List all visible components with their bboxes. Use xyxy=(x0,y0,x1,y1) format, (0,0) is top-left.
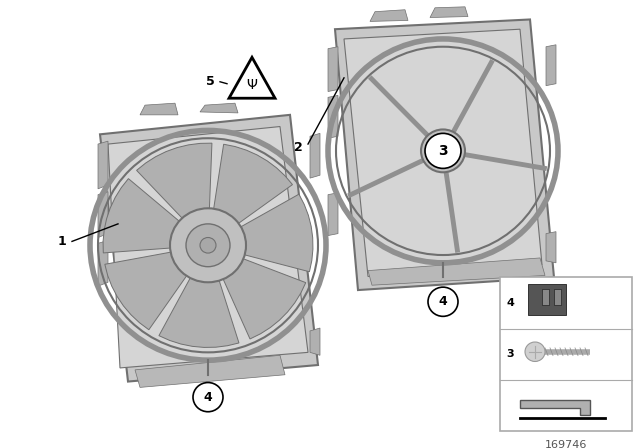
Bar xyxy=(500,277,632,431)
Polygon shape xyxy=(100,115,318,382)
Polygon shape xyxy=(223,259,306,339)
Circle shape xyxy=(200,237,216,253)
Polygon shape xyxy=(328,47,338,91)
Text: Ψ: Ψ xyxy=(246,78,257,92)
Text: 169746: 169746 xyxy=(545,440,587,448)
Circle shape xyxy=(170,208,246,282)
Circle shape xyxy=(186,224,230,267)
Polygon shape xyxy=(335,19,554,290)
Polygon shape xyxy=(370,10,408,22)
Circle shape xyxy=(425,134,461,168)
Polygon shape xyxy=(103,179,179,253)
Polygon shape xyxy=(136,143,212,218)
Text: 4: 4 xyxy=(204,391,212,404)
Polygon shape xyxy=(546,45,556,86)
Text: 4: 4 xyxy=(506,298,514,308)
Bar xyxy=(554,289,561,305)
Polygon shape xyxy=(200,103,238,113)
Text: 3: 3 xyxy=(438,144,448,158)
Polygon shape xyxy=(229,57,275,98)
Polygon shape xyxy=(105,252,187,330)
Text: 1: 1 xyxy=(58,235,67,248)
Polygon shape xyxy=(241,194,313,272)
Polygon shape xyxy=(328,95,338,138)
Text: 4: 4 xyxy=(438,295,447,308)
Circle shape xyxy=(428,287,458,316)
Polygon shape xyxy=(310,134,320,178)
Polygon shape xyxy=(310,328,320,355)
Polygon shape xyxy=(98,241,108,286)
Polygon shape xyxy=(368,258,545,285)
Text: 5: 5 xyxy=(205,75,214,88)
Polygon shape xyxy=(98,192,108,237)
Text: 2: 2 xyxy=(294,142,302,155)
Circle shape xyxy=(193,383,223,412)
Polygon shape xyxy=(344,29,542,276)
Polygon shape xyxy=(98,141,108,189)
Bar xyxy=(542,289,549,305)
Polygon shape xyxy=(520,400,590,415)
Polygon shape xyxy=(546,232,556,263)
Circle shape xyxy=(421,129,465,172)
Bar xyxy=(528,284,566,315)
Circle shape xyxy=(525,342,545,362)
Polygon shape xyxy=(140,103,178,115)
Text: 3: 3 xyxy=(506,349,514,359)
Polygon shape xyxy=(135,355,285,388)
Polygon shape xyxy=(159,278,239,347)
Polygon shape xyxy=(214,144,292,223)
Polygon shape xyxy=(328,193,338,236)
Polygon shape xyxy=(108,126,308,368)
Polygon shape xyxy=(430,7,468,17)
